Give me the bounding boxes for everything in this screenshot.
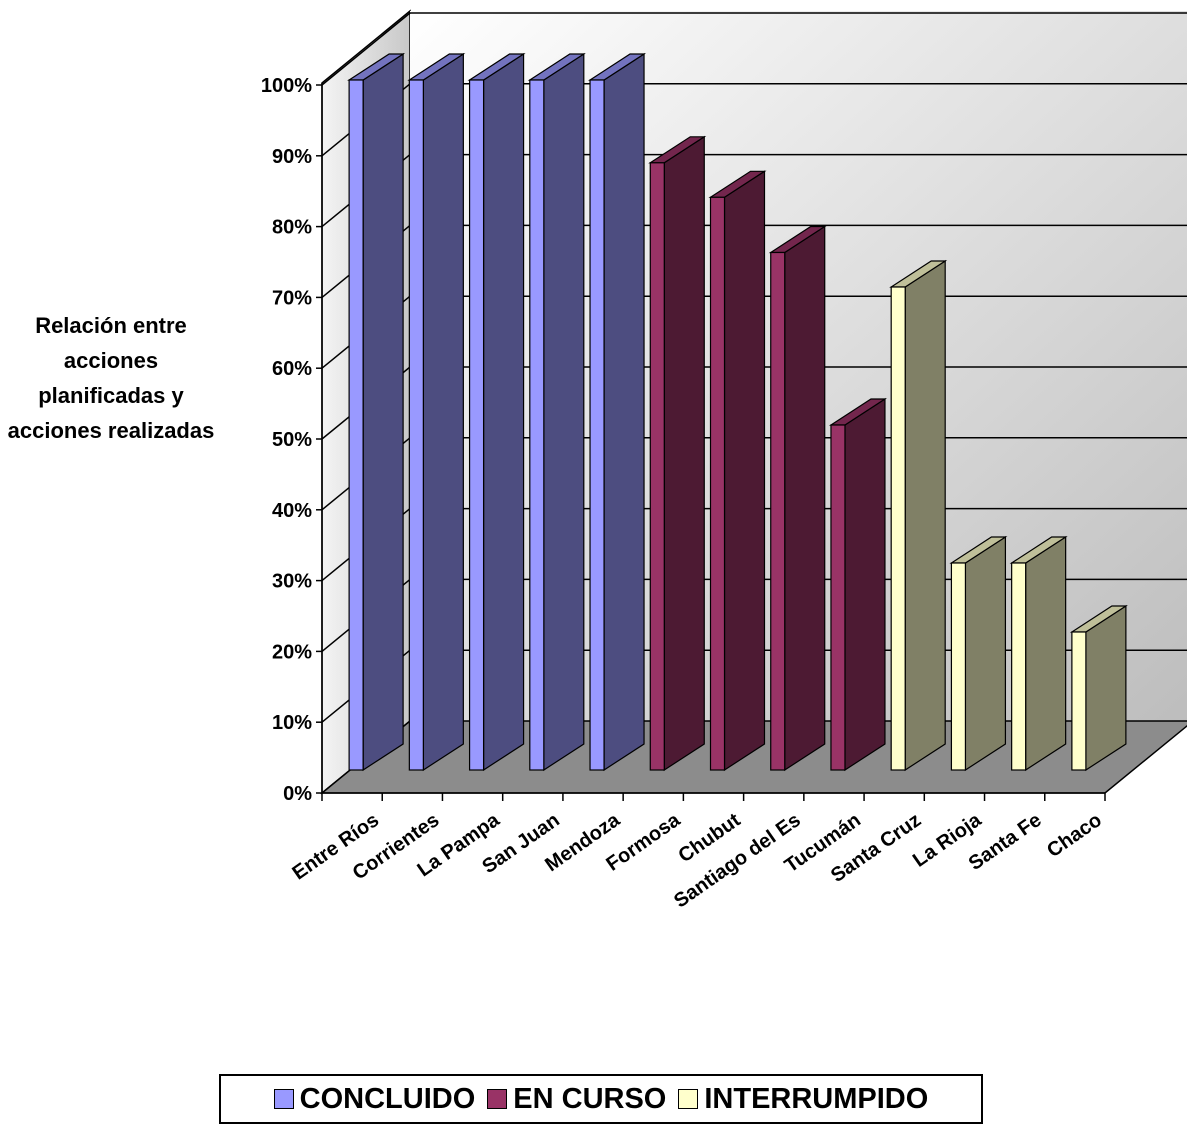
legend-label: CONCLUIDO [299,1082,476,1115]
bar-front [770,251,786,771]
bar-front [1011,562,1027,771]
y-tick-label: 60% [272,358,312,380]
bar [648,135,707,772]
bar [467,52,526,772]
bar-side [362,52,404,772]
axes [316,83,1106,801]
bar-front [709,196,726,771]
bar [708,170,767,772]
x-tick-label: Chaco [1043,809,1106,862]
bar-front [589,79,605,771]
bar-side [904,259,946,772]
y-tick-label: 90% [272,146,312,168]
bar-front [348,79,364,771]
legend-item-interrumpido: INTERRUMPIDO [678,1083,928,1116]
bar-side [723,170,766,772]
bar [407,52,466,772]
legend-label: EN CURSO [513,1082,667,1115]
y-tick-label: 0% [283,783,312,805]
y-tick-label: 20% [272,641,312,663]
bar-side [964,535,1007,772]
bar-front [529,79,545,771]
bar-front [830,424,846,771]
bar [527,52,586,772]
bars [347,52,1128,772]
legend-item-en-curso: EN CURSO [487,1083,666,1116]
bar-side [543,52,585,772]
bar-side [844,397,886,772]
bar-side [603,52,645,772]
bar [588,52,647,772]
bar-side [1025,535,1067,772]
y-tick-label: 30% [272,571,312,593]
legend-swatch [678,1089,699,1109]
y-tick-label: 10% [272,712,312,734]
bar-side [422,52,464,772]
legend: CONCLUIDO EN CURSO INTERRUMPIDO [219,1074,983,1124]
gridline [321,12,411,86]
bar-front [950,562,967,771]
y-tick-label: 70% [272,287,312,309]
bar-side [1085,604,1127,772]
y-tick-label: 50% [272,429,312,451]
bar [1069,604,1128,772]
bar [347,52,406,772]
legend-swatch [273,1089,294,1109]
bar-front [1071,631,1087,771]
bar-front [890,286,906,771]
y-axis-label: Relación entre acciones planificadas y a… [7,313,215,443]
bar-side [482,52,525,772]
bar [768,225,827,772]
y-tick-label: 100% [261,75,312,97]
bar-front [408,79,424,771]
bar [828,397,887,772]
y-tick-label: 40% [272,500,312,522]
bar [1009,535,1068,772]
legend-item-concluido: CONCLUIDO [273,1082,476,1116]
bar-front [468,79,485,771]
y-tick-labels: 0% 10% 20% 30% 40% 50% 60% 70% 80% 90% 100% [261,75,312,805]
legend-swatch [487,1089,508,1109]
bar [889,259,948,772]
bar-front [649,162,665,771]
y-tick-label: 80% [272,217,312,239]
legend-label: INTERRUMPIDO [704,1082,929,1115]
bar-side [663,135,705,772]
bar-side [784,225,826,772]
bar [949,535,1008,772]
